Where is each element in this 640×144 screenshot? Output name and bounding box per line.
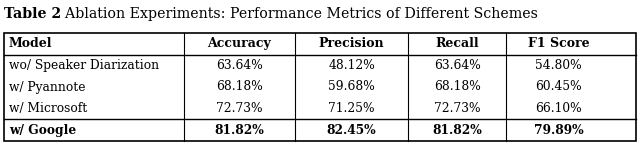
Bar	[4, 33, 636, 141]
Text: 72.73%: 72.73%	[216, 102, 262, 115]
Text: 63.64%: 63.64%	[434, 59, 481, 72]
Text: 82.45%: 82.45%	[327, 124, 376, 137]
Text: w/ Pyannote: w/ Pyannote	[9, 80, 86, 93]
Text: 79.89%: 79.89%	[534, 124, 584, 137]
Text: Ablation Experiments: Performance Metrics of Different Schemes: Ablation Experiments: Performance Metric…	[56, 7, 538, 21]
Text: Model: Model	[9, 37, 52, 50]
Text: 63.64%: 63.64%	[216, 59, 263, 72]
Text: 59.68%: 59.68%	[328, 80, 375, 93]
Text: 68.18%: 68.18%	[216, 80, 263, 93]
Text: 71.25%: 71.25%	[328, 102, 375, 115]
Text: 68.18%: 68.18%	[434, 80, 481, 93]
Text: Precision: Precision	[319, 37, 385, 50]
Text: wo/ Speaker Diarization: wo/ Speaker Diarization	[9, 59, 159, 72]
Text: F1 Score: F1 Score	[528, 37, 589, 50]
Text: w/ Microsoft: w/ Microsoft	[9, 102, 87, 115]
Text: Table 2: Table 2	[4, 7, 61, 21]
Text: 72.73%: 72.73%	[434, 102, 481, 115]
Text: 60.45%: 60.45%	[535, 80, 582, 93]
Text: 66.10%: 66.10%	[535, 102, 582, 115]
Text: w/ Google: w/ Google	[9, 124, 76, 137]
Text: Recall: Recall	[436, 37, 479, 50]
Text: Accuracy: Accuracy	[207, 37, 271, 50]
Text: 54.80%: 54.80%	[535, 59, 582, 72]
Text: 81.82%: 81.82%	[214, 124, 264, 137]
Text: 48.12%: 48.12%	[328, 59, 375, 72]
Text: 81.82%: 81.82%	[433, 124, 483, 137]
